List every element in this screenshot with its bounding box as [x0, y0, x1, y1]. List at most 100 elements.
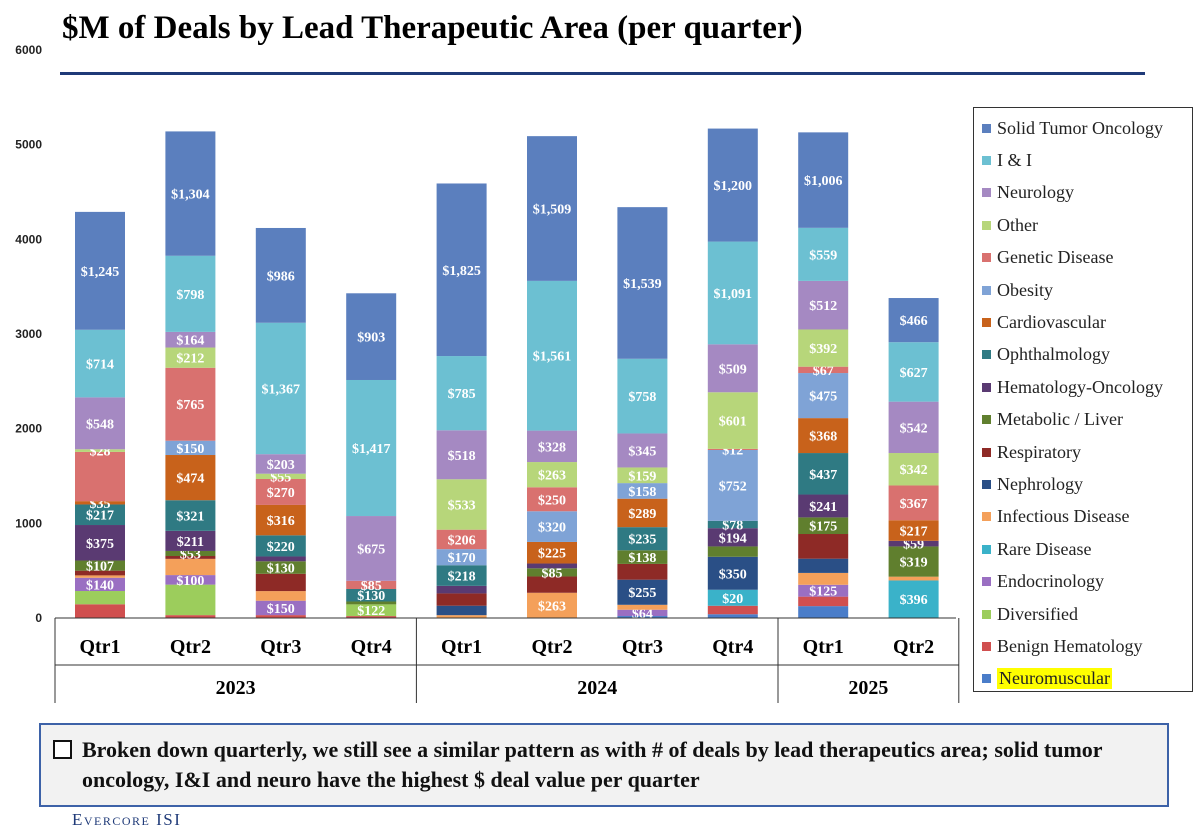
x-tick-label: Qtr2 — [170, 636, 211, 658]
data-label: $798 — [176, 288, 204, 303]
bar-segment — [165, 556, 216, 559]
data-label: $675 — [357, 542, 385, 557]
data-label: $1,561 — [533, 350, 572, 365]
legend-label: I & I — [997, 150, 1032, 171]
bar-segment — [888, 342, 939, 402]
bar-segment — [75, 560, 125, 571]
callout-text: Broken down quarterly, we still see a si… — [82, 737, 1103, 792]
bar-segment — [165, 131, 216, 256]
data-label: $548 — [86, 417, 114, 432]
data-label: $289 — [628, 507, 656, 522]
data-label: $206 — [448, 533, 476, 548]
data-label: $474 — [176, 472, 204, 487]
legend-item: Metabolic / Liver — [982, 404, 1192, 436]
legend-swatch — [982, 415, 991, 425]
data-label: $170 — [448, 551, 476, 566]
legend-swatch — [982, 674, 991, 684]
bar-segment — [888, 298, 939, 343]
bar-segment — [436, 605, 487, 616]
bar-segment — [617, 527, 668, 551]
data-label: $211 — [177, 535, 204, 550]
bar-segment — [798, 418, 849, 454]
data-label: $321 — [176, 510, 204, 525]
bar-segment — [255, 573, 306, 592]
bar-segment — [798, 453, 849, 495]
data-label: $263 — [538, 599, 566, 614]
legend-swatch — [982, 447, 991, 457]
x-tick-label: Qtr1 — [803, 636, 844, 658]
x-tick-label: Qtr2 — [893, 636, 934, 658]
data-label: $316 — [267, 514, 295, 529]
bar-segment — [617, 483, 668, 499]
legend-item: Nephrology — [982, 468, 1192, 500]
x-tick-label: Qtr1 — [441, 636, 482, 658]
data-label: $765 — [176, 398, 204, 413]
data-label: $752 — [719, 479, 747, 494]
data-label: $158 — [628, 485, 656, 500]
legend-item: I & I — [982, 144, 1192, 176]
data-label: $375 — [86, 537, 114, 552]
legend-label: Hematology-Oncology — [997, 376, 1163, 397]
data-label: $130 — [357, 589, 385, 604]
bar-segment — [707, 449, 758, 521]
bar-segment — [436, 183, 487, 357]
data-label: $164 — [176, 334, 204, 349]
bar-segment — [527, 136, 577, 281]
bar-segment — [617, 604, 668, 610]
y-tick-label: 2000 — [15, 422, 42, 436]
bar-segment — [255, 227, 306, 323]
legend-item: Respiratory — [982, 436, 1192, 468]
bar-segment — [346, 616, 397, 618]
bar-segment — [798, 572, 849, 585]
bar-segment — [255, 322, 306, 455]
bar-segment — [527, 487, 577, 512]
bar-segment — [75, 577, 125, 592]
bar-segment — [617, 467, 668, 484]
data-label: $130 — [267, 562, 295, 577]
data-label: $367 — [900, 497, 928, 512]
chart-title: $M of Deals by Lead Therapeutic Area (pe… — [62, 10, 803, 46]
data-label: $78 — [722, 518, 743, 533]
title-divider — [60, 72, 1145, 75]
bar-segment — [798, 517, 849, 535]
data-label: $203 — [267, 458, 295, 473]
bar-segment — [255, 591, 306, 601]
y-tick-label: 4000 — [15, 232, 42, 246]
data-label: $1,245 — [81, 265, 120, 280]
bar-segment — [527, 462, 577, 488]
legend-swatch — [982, 544, 991, 554]
bar-segment — [527, 541, 577, 564]
legend-item: Other — [982, 209, 1192, 241]
legend-swatch — [982, 220, 991, 230]
bar-segment — [346, 516, 397, 581]
legend-label: Neuromuscular — [997, 668, 1112, 690]
legend-swatch — [982, 641, 991, 651]
legend-item: Neurology — [982, 177, 1192, 209]
bar-segment — [798, 606, 849, 618]
bar-segment — [75, 451, 125, 502]
legend-swatch — [982, 512, 991, 522]
bar-segment — [436, 585, 487, 594]
legend-swatch — [982, 318, 991, 328]
bar-segment — [165, 558, 216, 576]
bar-segment — [436, 549, 487, 566]
bar-segment — [165, 500, 216, 531]
data-label: $328 — [538, 440, 566, 455]
data-label: $1,539 — [623, 277, 662, 292]
bar-segment — [798, 227, 849, 281]
y-tick-label: 6000 — [15, 43, 42, 57]
bar-segment — [617, 616, 668, 618]
bar-segment — [75, 397, 125, 450]
bar-segment — [798, 280, 849, 330]
x-tick-label: Qtr3 — [622, 636, 663, 658]
bar-segment — [888, 546, 939, 577]
legend-item: Rare Disease — [982, 533, 1192, 565]
bar-segment — [165, 255, 216, 332]
bar-segment — [165, 615, 216, 618]
data-label: $270 — [267, 486, 295, 501]
bar-segment — [888, 580, 939, 618]
data-label: $67 — [813, 364, 834, 379]
bar-segment — [707, 546, 758, 557]
data-label: $85 — [361, 579, 382, 594]
data-label: $85 — [542, 566, 563, 581]
